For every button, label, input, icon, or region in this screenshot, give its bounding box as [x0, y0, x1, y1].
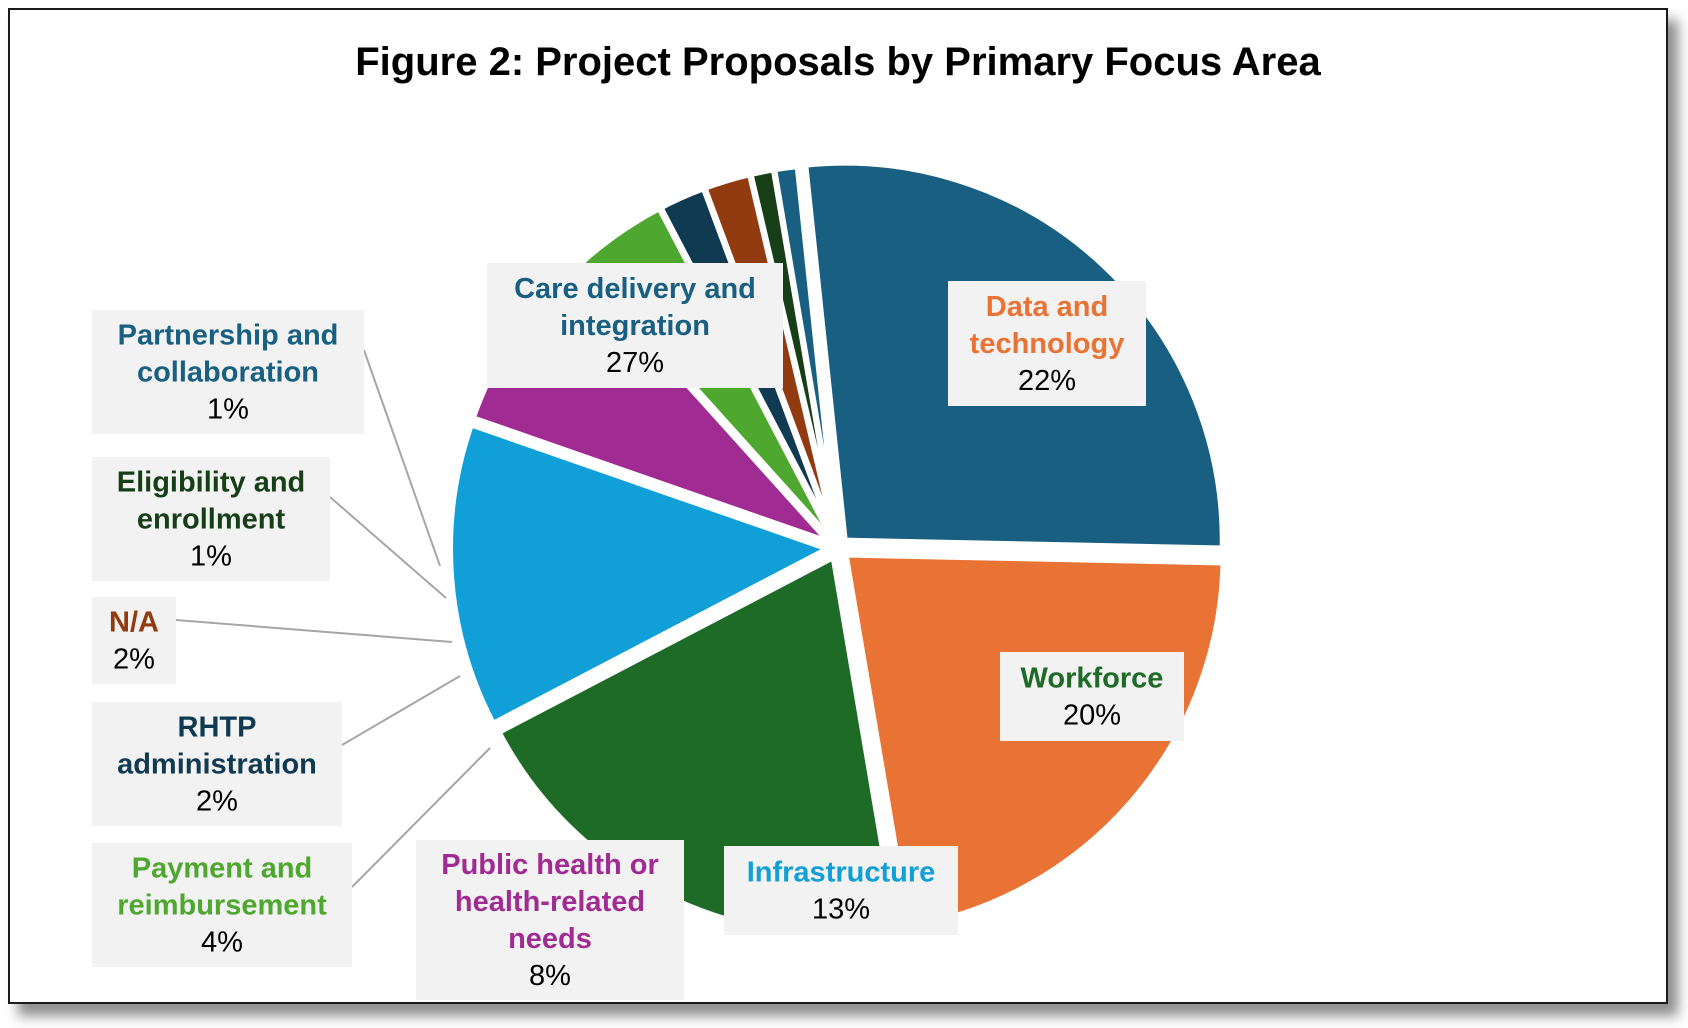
leader-line-7: [175, 619, 453, 643]
data-label-box-4: [416, 840, 684, 1000]
data-labels-layer: Care delivery and integration 27% Data and t…: [92, 263, 1184, 1000]
data-label-box-7: [92, 597, 176, 684]
data-label-value-0: 27%: [606, 347, 664, 379]
data-label-name-7-line-0: N/A: [109, 607, 159, 639]
data-label-name-4-line-2: needs: [508, 923, 592, 955]
leader-line-9: [363, 349, 441, 567]
data-label-name-4-line-1: health-related: [455, 886, 645, 918]
leader-line-8: [329, 496, 447, 599]
data-label-3: Infrastructure 13%: [724, 846, 958, 935]
data-label-2: Workforce 20%: [1000, 652, 1184, 741]
data-label-box-2: [1000, 652, 1184, 741]
data-label-6: RHTP administration 2%: [92, 702, 342, 826]
data-label-9: Partnership and collaboration 1%: [92, 310, 364, 434]
data-label-name-6-line-1: administration: [117, 749, 317, 781]
data-label-name-8-line-0: Eligibility and: [117, 467, 306, 499]
data-label-value-5: 4%: [201, 927, 243, 959]
data-label-value-7: 2%: [113, 644, 155, 676]
data-label-value-9: 1%: [207, 394, 249, 426]
chart-title: Figure 2: Project Proposals by Primary F…: [355, 40, 1321, 84]
data-label-name-2-line-0: Workforce: [1021, 663, 1164, 695]
data-label-box-6: [92, 702, 342, 826]
data-label-value-8: 1%: [190, 541, 232, 573]
data-label-name-1-line-0: Data and: [986, 291, 1108, 323]
data-label-1: Data and technology 22%: [948, 281, 1146, 406]
data-label-8: Eligibility and enrollment 1%: [92, 457, 330, 581]
data-label-name-9-line-1: collaboration: [137, 357, 319, 389]
data-label-name-9-line-0: Partnership and: [118, 320, 339, 352]
leader-line-5: [351, 747, 491, 888]
data-label-value-2: 20%: [1063, 700, 1121, 732]
data-label-box-5: [92, 843, 352, 967]
data-label-box-3: [724, 846, 958, 935]
data-label-name-4-line-0: Public health or: [441, 849, 659, 881]
data-label-value-1: 22%: [1018, 365, 1076, 397]
data-label-box-8: [92, 457, 330, 581]
data-label-value-3: 13%: [812, 894, 870, 926]
data-label-7: N/A 2%: [92, 597, 176, 684]
data-label-5: Payment and reimbursement 4%: [92, 843, 352, 967]
data-label-name-3-line-0: Infrastructure: [747, 857, 936, 889]
pie-slice-9: [770, 162, 841, 543]
data-label-4: Public health or health-related needs 8%: [416, 840, 684, 1000]
data-label-value-6: 2%: [196, 786, 238, 818]
leader-line-6: [341, 675, 461, 746]
data-label-name-5-line-1: reimbursement: [117, 890, 327, 922]
data-label-box-1: [948, 281, 1146, 406]
data-label-name-1-line-1: technology: [970, 328, 1125, 360]
data-label-box-9: [92, 310, 364, 434]
leader-lines-layer: [175, 349, 491, 888]
data-label-value-4: 8%: [529, 960, 571, 992]
data-label-0: Care delivery and integration 27%: [487, 263, 783, 388]
data-label-name-0-line-0: Care delivery and: [514, 273, 756, 305]
data-label-name-0-line-1: integration: [560, 310, 710, 342]
pie-slice-3: [447, 420, 836, 728]
data-label-name-5-line-0: Payment and: [132, 853, 313, 885]
data-label-box-0: [487, 263, 783, 388]
data-label-name-6-line-0: RHTP: [178, 712, 257, 744]
data-label-name-8-line-1: enrollment: [137, 504, 286, 536]
